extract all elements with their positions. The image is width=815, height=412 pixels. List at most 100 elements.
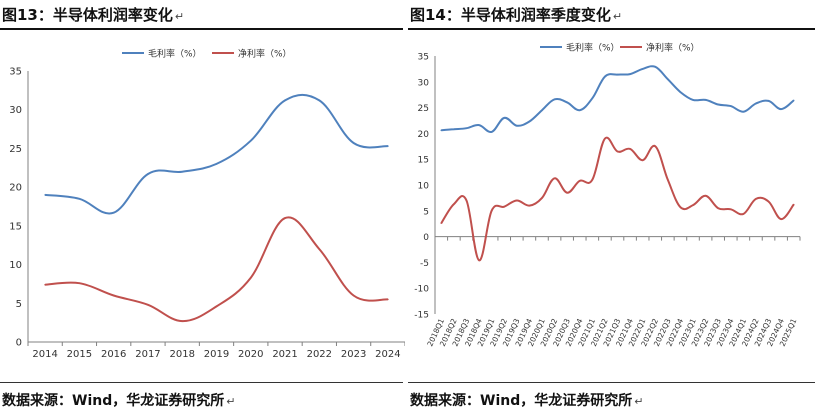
data-point-1 <box>147 304 149 306</box>
data-point-0 <box>112 211 115 214</box>
source-note-left: 数据来源：Wind，华龙证券研究所 ↵ <box>2 393 236 409</box>
data-point-1 <box>181 320 184 322</box>
data-point-0 <box>528 120 531 123</box>
data-point-0 <box>629 73 631 75</box>
x-tick-label: 2023 <box>341 349 366 360</box>
data-point-0 <box>553 98 556 101</box>
data-point-1 <box>629 148 631 150</box>
data-point-1 <box>215 305 218 308</box>
y-tick-label: 30 <box>418 78 430 88</box>
data-point-0 <box>641 68 644 70</box>
data-point-0 <box>704 99 707 101</box>
data-point-0 <box>729 105 732 107</box>
data-point-1 <box>478 259 480 262</box>
data-point-1 <box>566 191 568 194</box>
gross-net-margin-annual-chart: 毛利率（%） 净利率（%） 0 5 10 15 20 25 30 35 2014 2015 2016 20… <box>9 48 405 360</box>
x-tick-label: 2020 <box>238 349 263 360</box>
data-point-0 <box>679 91 682 93</box>
data-point-1 <box>541 197 543 199</box>
data-point-0 <box>440 129 443 132</box>
x-tick-label: 2015 <box>67 349 92 360</box>
data-point-1 <box>704 195 707 197</box>
y-tick-label: 20 <box>9 183 22 194</box>
return-mark-icon: ↵ <box>612 10 623 23</box>
x-tick-label: 2024 <box>375 349 400 360</box>
return-mark-icon: ↵ <box>226 395 236 408</box>
x-tick-label: 2021 <box>272 349 297 360</box>
data-point-0 <box>215 163 218 165</box>
data-point-1 <box>528 204 531 207</box>
series-line-0 <box>44 93 388 215</box>
data-point-1 <box>318 248 321 250</box>
data-point-1 <box>780 218 782 220</box>
x-tick-label: 2014 <box>32 349 57 360</box>
title-rule-left <box>0 28 403 30</box>
y-tick-label: 35 <box>418 53 429 63</box>
y-tick-label: 30 <box>9 105 22 116</box>
data-point-1 <box>490 210 493 212</box>
return-mark-icon: ↵ <box>634 395 644 408</box>
data-point-1 <box>604 137 606 140</box>
y-tick-label: 15 <box>9 221 22 232</box>
data-point-1 <box>717 207 719 210</box>
y-tick-label: 0 <box>423 233 429 243</box>
data-point-1 <box>578 180 581 182</box>
data-point-1 <box>729 208 732 211</box>
data-point-0 <box>147 173 149 175</box>
y-tick-label: 15 <box>418 156 429 166</box>
data-point-1 <box>553 177 556 180</box>
legend-label-1: 净利率（%） <box>238 48 292 60</box>
data-point-0 <box>284 99 286 102</box>
data-point-0 <box>654 66 657 68</box>
series-line-0 <box>441 65 795 134</box>
figure-14-title: 图14：半导体利润率季度变化 ↵ <box>410 6 623 24</box>
title-rule-right <box>408 28 815 30</box>
x-tick-label: 2017 <box>135 349 160 360</box>
y-tick-label: 5 <box>16 299 22 310</box>
data-point-1 <box>453 203 455 205</box>
data-point-0 <box>465 127 468 130</box>
data-point-1 <box>465 199 468 202</box>
data-point-0 <box>490 131 493 133</box>
data-point-1 <box>387 298 389 301</box>
data-point-0 <box>616 73 619 76</box>
y-tick-label: 10 <box>418 182 430 192</box>
data-point-0 <box>249 139 252 142</box>
y-tick-label: -15 <box>414 311 429 321</box>
source-note-right: 数据来源：Wind，华龙证券研究所 ↵ <box>410 393 644 409</box>
data-point-0 <box>604 75 606 78</box>
data-point-1 <box>352 294 355 297</box>
data-point-0 <box>78 197 81 200</box>
data-point-1 <box>591 179 594 181</box>
y-tick-label: 20 <box>418 130 430 140</box>
data-point-0 <box>387 145 389 147</box>
y-tick-label: 25 <box>418 104 429 114</box>
data-point-1 <box>792 203 795 206</box>
data-point-0 <box>318 99 321 102</box>
data-point-0 <box>780 108 782 110</box>
data-point-1 <box>742 213 745 215</box>
legend-label-1: 净利率（%） <box>646 42 700 54</box>
data-point-1 <box>503 205 506 208</box>
data-point-1 <box>284 217 286 219</box>
data-point-1 <box>679 206 682 208</box>
y-tick-label: -10 <box>414 285 429 295</box>
data-point-1 <box>249 276 252 279</box>
y-tick-label: -5 <box>420 259 429 269</box>
y-tick-label: 0 <box>16 338 22 349</box>
data-point-0 <box>792 99 795 102</box>
data-point-0 <box>478 124 480 126</box>
data-point-0 <box>755 102 757 105</box>
data-point-1 <box>112 294 115 297</box>
data-point-1 <box>516 199 518 202</box>
data-point-1 <box>44 283 46 286</box>
series-line-1 <box>440 136 795 262</box>
data-point-0 <box>591 97 594 100</box>
data-point-0 <box>516 124 518 127</box>
data-point-1 <box>78 282 81 284</box>
data-point-1 <box>667 179 669 181</box>
data-point-0 <box>767 100 770 102</box>
data-point-0 <box>453 128 455 131</box>
legend-label-0: 毛利率（%） <box>148 48 202 60</box>
series-line-1 <box>45 216 389 323</box>
